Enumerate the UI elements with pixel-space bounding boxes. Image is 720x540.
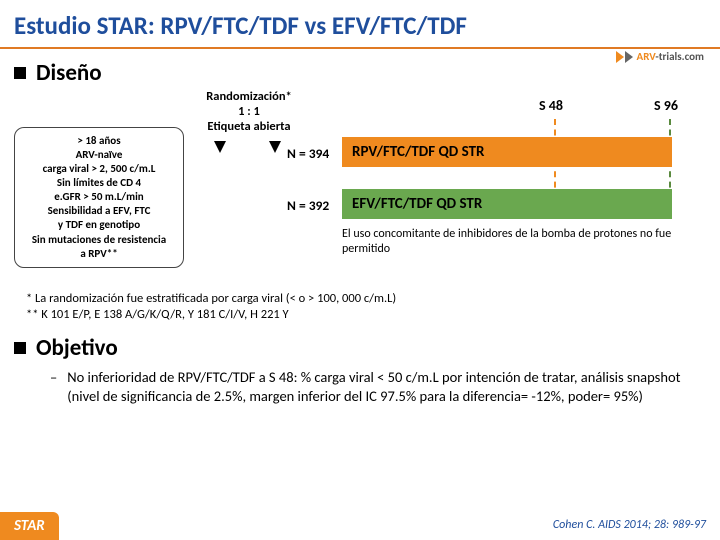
criteria-line: Sensibilidad a EFV, FTC bbox=[19, 204, 179, 218]
arm-2-n: N = 392 bbox=[287, 197, 329, 214]
footnote-2: ** K 101 E/P, E 138 A/G/K/Q/R, Y 181 C/I… bbox=[26, 307, 720, 323]
criteria-line: Sin mutaciones de resistencia bbox=[19, 233, 179, 247]
criteria-line: y TDF en genotipo bbox=[19, 218, 179, 232]
design-heading: Diseño bbox=[0, 59, 720, 87]
objective-body: – No inferioridad de RPV/FTC/TDF a S 48:… bbox=[0, 362, 720, 407]
criteria-line: carga viral > 2, 500 c/m.L bbox=[19, 162, 179, 176]
rand-line1: Randomización* bbox=[189, 89, 309, 104]
objective-text: No inferioridad de RPV/FTC/TDF a S 48: %… bbox=[67, 368, 690, 407]
inclusion-criteria-box: > 18 años ARV-naïve carga viral > 2, 500… bbox=[14, 127, 184, 268]
footnotes: * La randomización fue estratificada por… bbox=[0, 291, 720, 324]
footnote-1: * La randomización fue estratificada por… bbox=[26, 291, 720, 307]
randomization-box: Randomización* 1 : 1 Etiqueta abierta bbox=[189, 89, 309, 134]
criteria-line: e.GFR > 50 m.L/min bbox=[19, 190, 179, 204]
rand-line3: Etiqueta abierta bbox=[189, 119, 309, 134]
bullet-square-icon bbox=[14, 342, 26, 354]
logo: ARV-trials.com bbox=[616, 50, 704, 63]
dash-bullet: – bbox=[50, 368, 57, 407]
logo-arrows-icon bbox=[616, 51, 633, 63]
bullet-square-icon bbox=[14, 67, 26, 79]
criteria-line: ARV-naïve bbox=[19, 148, 179, 162]
slide-title: Estudio STAR: RPV/FTC/TDF vs EFV/FTC/TDF bbox=[0, 0, 720, 45]
logo-text: ARV-trials.com bbox=[637, 50, 704, 63]
week-96-label: S 96 bbox=[654, 97, 678, 114]
objective-heading: Objetivo bbox=[0, 334, 720, 362]
week-48-label: S 48 bbox=[539, 97, 563, 114]
design-diagram: Randomización* 1 : 1 Etiqueta abierta S … bbox=[14, 89, 706, 289]
citation: Cohen C. AIDS 2014; 28: 989-97 bbox=[553, 518, 706, 532]
slide: Estudio STAR: RPV/FTC/TDF vs EFV/FTC/TDF… bbox=[0, 0, 720, 540]
criteria-line: Sin límites de CD 4 bbox=[19, 176, 179, 190]
arm-2-label: EFV/FTC/TDF QD STR bbox=[352, 195, 482, 213]
arm-1-bar: RPV/FTC/TDF QD STR bbox=[342, 137, 672, 167]
arrow-down-icon bbox=[269, 141, 281, 153]
arm-2-bar: EFV/FTC/TDF QD STR bbox=[342, 189, 672, 219]
rand-line2: 1 : 1 bbox=[189, 104, 309, 119]
criteria-line: > 18 años bbox=[19, 134, 179, 148]
logo-brand: ARV bbox=[637, 50, 656, 63]
title-underline bbox=[0, 47, 720, 49]
objective-heading-text: Objetivo bbox=[36, 334, 118, 362]
concomitant-note: El uso concomitante de inhibidores de la… bbox=[342, 227, 684, 257]
study-badge: STAR bbox=[0, 512, 59, 540]
arrow-down-icon bbox=[214, 141, 226, 153]
criteria-line: a RPV** bbox=[19, 247, 179, 261]
design-heading-text: Diseño bbox=[36, 59, 102, 87]
arm-1-label: RPV/FTC/TDF QD STR bbox=[352, 143, 484, 161]
arm-1-n: N = 394 bbox=[287, 145, 329, 162]
logo-suffix: -trials.com bbox=[655, 50, 704, 63]
